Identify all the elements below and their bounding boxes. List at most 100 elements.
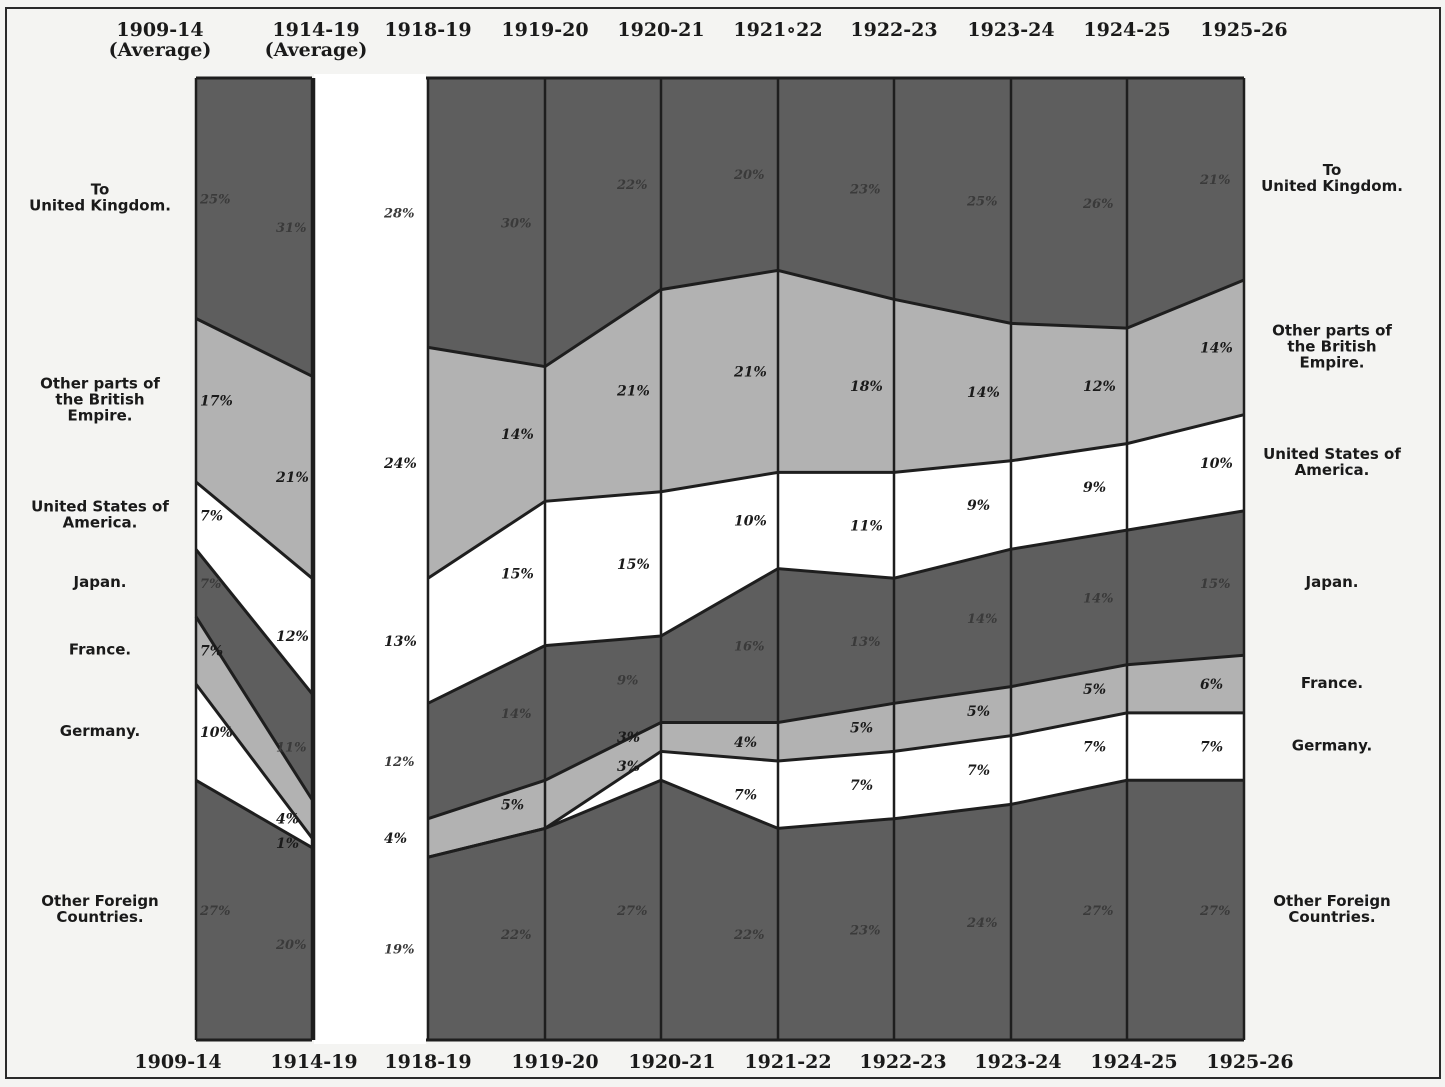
header-year-label: (Average) xyxy=(265,39,368,61)
value-label: 21% xyxy=(1199,173,1230,188)
value-label: 7% xyxy=(850,778,873,794)
right-series-label: United Kingdom. xyxy=(1261,177,1403,195)
value-label: 10% xyxy=(734,514,767,530)
header-year-label: 1925-26 xyxy=(1200,19,1287,41)
left-series-label: Other parts of xyxy=(40,374,160,392)
header-year-label: 1923-24 xyxy=(967,19,1054,41)
header-year-label: 1920-21 xyxy=(617,19,704,41)
header-year-label: (Average) xyxy=(109,39,212,61)
left-series-label: Other Foreign xyxy=(41,892,158,910)
footer-year-label: 1914-19 xyxy=(270,1051,357,1073)
area-other-parts-of-the-british-empire xyxy=(196,318,312,579)
value-label: 21% xyxy=(733,364,767,380)
value-label: 15% xyxy=(617,557,650,573)
series-boundary-line xyxy=(427,268,1245,369)
value-label: 7% xyxy=(200,643,223,659)
series-boundary-line xyxy=(195,480,313,580)
footer-year-label: 1919-20 xyxy=(511,1051,598,1073)
right-series-label: France. xyxy=(1301,674,1363,692)
series-boundary-line xyxy=(194,615,314,801)
value-label: 31% xyxy=(276,221,306,236)
right-series-label: America. xyxy=(1295,461,1370,479)
series-boundary-line xyxy=(194,548,314,695)
value-label: 12% xyxy=(384,755,414,770)
left-series-label: To xyxy=(91,180,110,198)
chart-gap xyxy=(314,74,426,1044)
right-series-label: the British xyxy=(1287,337,1376,355)
value-label: 9% xyxy=(617,673,638,688)
value-label: 10% xyxy=(200,725,233,741)
value-label: 13% xyxy=(384,634,417,650)
value-label: 21% xyxy=(275,470,309,486)
footer-year-label: 1924-25 xyxy=(1090,1051,1177,1073)
footer-year-label: 1909-14 xyxy=(134,1051,221,1073)
value-label: 19% xyxy=(384,943,414,958)
footer-year-label: 1920-21 xyxy=(628,1051,715,1073)
left-series-label: America. xyxy=(63,514,138,532)
footer-year-label: 1921-22 xyxy=(744,1051,831,1073)
value-label: 7% xyxy=(1200,740,1223,756)
value-label: 17% xyxy=(200,393,233,409)
left-series-label: United Kingdom. xyxy=(29,196,171,214)
value-label: 1% xyxy=(276,836,299,852)
value-label: 7% xyxy=(1083,740,1106,756)
header-year-label: 1914-19 xyxy=(272,19,359,41)
value-label: 27% xyxy=(1082,904,1113,919)
left-series-label: Empire. xyxy=(67,406,132,424)
right-series-label: United States of xyxy=(1263,445,1401,463)
value-label: 14% xyxy=(967,612,997,627)
value-label: 13% xyxy=(850,635,880,650)
series-boundary-line xyxy=(427,711,1244,859)
area-other-parts-of-the-british-empire xyxy=(428,270,1244,579)
value-label: 5% xyxy=(850,720,873,736)
series-boundary-line xyxy=(427,413,1245,580)
value-label: 18% xyxy=(850,379,883,395)
value-label: 14% xyxy=(1200,340,1233,356)
value-label: 24% xyxy=(966,916,997,931)
value-label: 14% xyxy=(1083,592,1113,607)
value-label: 4% xyxy=(734,735,757,751)
value-label: 30% xyxy=(501,216,531,231)
footer-year-label: 1925-26 xyxy=(1206,1051,1293,1073)
value-label: 15% xyxy=(1200,577,1230,592)
value-label: 5% xyxy=(967,704,990,720)
area-other-foreign-countries xyxy=(196,780,312,1040)
value-label: 22% xyxy=(500,928,531,943)
header-year-label: 1909-14 xyxy=(116,19,203,41)
value-label: 10% xyxy=(1200,456,1233,472)
right-series-label: To xyxy=(1323,161,1342,179)
left-series-label: Japan. xyxy=(73,573,127,591)
value-label: 6% xyxy=(1200,677,1223,693)
right-series-label: Countries. xyxy=(1288,908,1375,926)
area-to-united-kingdom xyxy=(196,78,312,377)
value-label: 7% xyxy=(967,763,990,779)
figure-frame xyxy=(5,7,1441,1079)
left-series-label: Countries. xyxy=(56,908,143,926)
area-germany xyxy=(428,712,1244,858)
series-boundary-line xyxy=(427,653,1245,821)
area-united-states-of-america xyxy=(196,482,312,694)
value-label: 22% xyxy=(616,178,647,193)
value-label: 12% xyxy=(1083,379,1116,395)
value-label: 27% xyxy=(199,904,230,919)
value-label: 5% xyxy=(1083,682,1106,698)
value-label: 11% xyxy=(276,741,306,756)
right-series-label: Other parts of xyxy=(1272,321,1392,339)
right-series-label: Germany. xyxy=(1292,737,1372,755)
series-boundary-line xyxy=(427,778,1244,859)
left-series-label: United States of xyxy=(31,498,169,516)
header-year-label: 1919-20 xyxy=(501,19,588,41)
series-boundary-line xyxy=(427,509,1245,705)
left-series-label: France. xyxy=(69,640,131,658)
value-label: 12% xyxy=(276,629,309,645)
area-united-states-of-america xyxy=(428,414,1244,704)
header-year-label: 1922-23 xyxy=(850,19,937,41)
area-other-foreign-countries xyxy=(428,780,1244,1040)
right-series-label: Japan. xyxy=(1305,573,1359,591)
value-label: 25% xyxy=(199,192,230,207)
value-label: 26% xyxy=(1082,197,1113,212)
footer-year-label: 1923-24 xyxy=(974,1051,1061,1073)
value-label: 3% xyxy=(617,759,640,775)
